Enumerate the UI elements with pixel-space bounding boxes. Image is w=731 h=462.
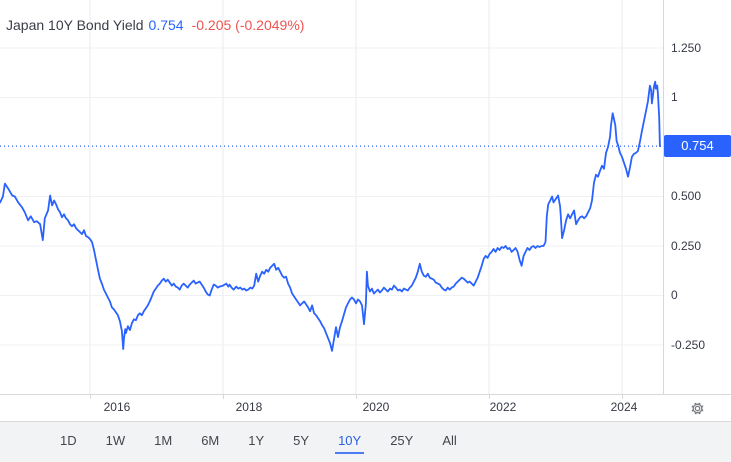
time-axis-label: 2024 bbox=[610, 400, 638, 414]
chart-plot-area[interactable]: Japan 10Y Bond Yield 0.754 -0.205 (-0.2049… bbox=[0, 0, 663, 394]
price-axis-label: 0.500 bbox=[671, 189, 702, 204]
last-price: 0.754 bbox=[148, 17, 184, 33]
range-button-1y[interactable]: 1Y bbox=[248, 433, 265, 448]
range-button-1w[interactable]: 1W bbox=[105, 433, 126, 448]
time-axis[interactable]: 2016 2018 2020 2022 2024 bbox=[0, 394, 731, 421]
range-toolbar: 1D 1W 1M 6M 1Y 5Y 10Y 25Y All bbox=[0, 421, 731, 462]
time-axis-label: 2016 bbox=[103, 400, 131, 414]
settings-gear-icon[interactable] bbox=[663, 395, 731, 421]
price-axis-label: -0.250 bbox=[671, 337, 706, 352]
time-axis-tick bbox=[223, 394, 224, 399]
time-axis-label: 2022 bbox=[489, 400, 517, 414]
current-price-badge: 0.754 bbox=[664, 135, 731, 158]
range-button-6m[interactable]: 6M bbox=[201, 433, 220, 448]
symbol-title: Japan 10Y Bond Yield bbox=[6, 17, 144, 33]
price-change-abs: -0.205 bbox=[191, 17, 232, 33]
time-axis-tick bbox=[356, 394, 357, 399]
time-axis-label: 2018 bbox=[235, 400, 263, 414]
time-axis-tick bbox=[622, 394, 623, 399]
range-button-1d[interactable]: 1D bbox=[60, 433, 77, 448]
range-button-25y[interactable]: 25Y bbox=[390, 433, 414, 448]
time-axis-tick bbox=[489, 394, 490, 399]
price-axis-label: 0 bbox=[671, 288, 678, 303]
range-button-10y[interactable]: 10Y bbox=[335, 430, 365, 454]
gear-glyph bbox=[690, 401, 704, 415]
yield-line bbox=[0, 80, 661, 352]
price-axis-border bbox=[663, 0, 664, 421]
price-change: -0.205 (-0.2049%) bbox=[192, 17, 305, 33]
chart-legend: Japan 10Y Bond Yield 0.754 -0.205 (-0.2049… bbox=[6, 17, 304, 33]
range-button-1m[interactable]: 1M bbox=[154, 433, 173, 448]
time-axis-label: 2020 bbox=[362, 400, 390, 414]
price-axis-label: 1.250 bbox=[671, 40, 702, 55]
time-axis-tick bbox=[90, 394, 91, 399]
range-button-all[interactable]: All bbox=[442, 433, 457, 448]
price-axis[interactable]: 0.754 1.250 1 0.500 0.250 0 -0.250 bbox=[664, 0, 731, 394]
price-axis-label: 1 bbox=[671, 90, 678, 105]
range-button-5y[interactable]: 5Y bbox=[293, 433, 310, 448]
price-axis-label: 0.250 bbox=[671, 238, 702, 253]
plot-bottom-border bbox=[0, 394, 731, 395]
yield-line-chart bbox=[0, 0, 663, 394]
price-change-pct: (-0.2049%) bbox=[235, 17, 305, 33]
